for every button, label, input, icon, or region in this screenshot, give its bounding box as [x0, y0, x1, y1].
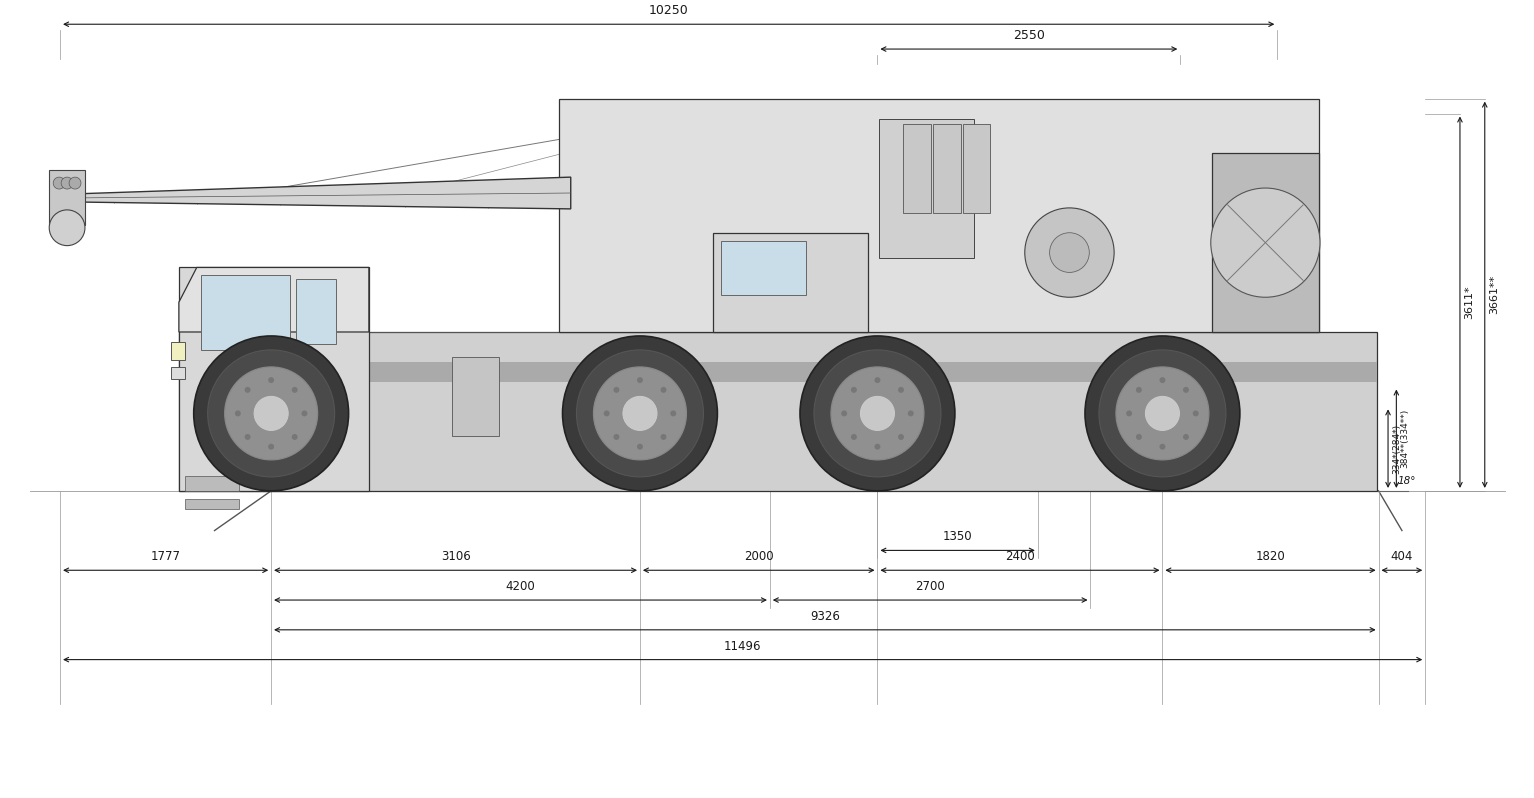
Circle shape: [874, 377, 881, 383]
Text: 4200: 4200: [506, 580, 535, 593]
Circle shape: [801, 336, 954, 491]
Bar: [201, 275, 290, 350]
Circle shape: [1160, 377, 1166, 383]
Text: 2400: 2400: [1005, 551, 1035, 563]
Text: 9326: 9326: [810, 610, 839, 623]
Circle shape: [1115, 367, 1209, 460]
Bar: [713, 233, 868, 332]
Bar: [904, 124, 931, 213]
Circle shape: [244, 387, 250, 393]
Text: 334*(284*): 334*(284*): [1391, 424, 1401, 474]
Circle shape: [1126, 410, 1132, 417]
Bar: [721, 241, 805, 295]
Circle shape: [255, 397, 288, 430]
Circle shape: [1210, 188, 1319, 297]
Bar: [179, 267, 368, 491]
Circle shape: [897, 387, 904, 393]
Text: 229*(179*): 229*(179*): [285, 431, 293, 481]
Circle shape: [1098, 350, 1226, 477]
Bar: [963, 124, 991, 213]
Bar: [184, 499, 239, 508]
Bar: [179, 332, 1378, 491]
Circle shape: [897, 434, 904, 440]
Text: 1350: 1350: [943, 531, 973, 543]
Text: 2000: 2000: [744, 551, 773, 563]
Circle shape: [623, 397, 657, 430]
Polygon shape: [72, 177, 571, 209]
Circle shape: [874, 444, 881, 450]
Text: 3106: 3106: [440, 551, 471, 563]
Bar: [296, 279, 336, 344]
Circle shape: [1135, 434, 1141, 440]
Circle shape: [841, 410, 847, 417]
Circle shape: [1193, 410, 1198, 417]
Bar: [453, 357, 500, 437]
Circle shape: [604, 410, 609, 417]
Bar: [933, 124, 960, 213]
Circle shape: [1183, 434, 1189, 440]
Bar: [179, 361, 1378, 381]
Circle shape: [1025, 208, 1114, 297]
Circle shape: [851, 387, 858, 393]
Circle shape: [302, 410, 307, 417]
Circle shape: [661, 387, 666, 393]
Circle shape: [54, 177, 64, 189]
Circle shape: [61, 177, 74, 189]
Bar: [170, 367, 184, 379]
Bar: [879, 119, 974, 258]
Circle shape: [614, 434, 620, 440]
Circle shape: [1085, 336, 1239, 491]
Circle shape: [815, 350, 940, 477]
Circle shape: [861, 397, 894, 430]
Circle shape: [614, 387, 620, 393]
Bar: [558, 99, 1319, 332]
Text: 279**(229**): 279**(229**): [291, 417, 301, 476]
Circle shape: [851, 434, 858, 440]
Circle shape: [831, 367, 923, 460]
Circle shape: [291, 387, 298, 393]
Text: 11496: 11496: [724, 640, 761, 653]
Text: 3661**: 3661**: [1488, 275, 1499, 314]
Text: 2700: 2700: [916, 580, 945, 593]
Text: 1777: 1777: [150, 551, 181, 563]
Circle shape: [1183, 387, 1189, 393]
Text: 3611*: 3611*: [1463, 286, 1474, 319]
Text: 18°: 18°: [235, 476, 253, 486]
Circle shape: [1146, 397, 1180, 430]
Text: 2550: 2550: [1012, 29, 1045, 42]
Circle shape: [670, 410, 676, 417]
Circle shape: [224, 367, 318, 460]
Circle shape: [577, 350, 704, 477]
Circle shape: [268, 444, 275, 450]
Circle shape: [1135, 387, 1141, 393]
Bar: [184, 476, 239, 491]
Circle shape: [1049, 233, 1089, 272]
Text: 18°: 18°: [1397, 476, 1416, 486]
Circle shape: [637, 444, 643, 450]
Circle shape: [1160, 444, 1166, 450]
Bar: [1212, 153, 1319, 332]
Bar: [49, 170, 84, 225]
Text: 1820: 1820: [1256, 551, 1285, 563]
Circle shape: [244, 434, 250, 440]
Bar: [170, 342, 184, 360]
Text: 635*: 635*: [884, 440, 894, 463]
Circle shape: [193, 336, 348, 491]
Circle shape: [908, 410, 914, 417]
Text: 404: 404: [1391, 551, 1413, 563]
Circle shape: [637, 377, 643, 383]
Polygon shape: [179, 267, 368, 332]
Text: 384**(334**): 384**(334**): [1401, 409, 1410, 468]
Text: 10250: 10250: [649, 4, 689, 18]
Circle shape: [235, 410, 241, 417]
Circle shape: [291, 434, 298, 440]
Circle shape: [207, 350, 334, 477]
Circle shape: [268, 377, 275, 383]
Circle shape: [661, 434, 666, 440]
Text: 685**: 685**: [887, 437, 897, 465]
Circle shape: [594, 367, 686, 460]
Circle shape: [69, 177, 81, 189]
Circle shape: [563, 336, 718, 491]
Circle shape: [49, 210, 84, 246]
